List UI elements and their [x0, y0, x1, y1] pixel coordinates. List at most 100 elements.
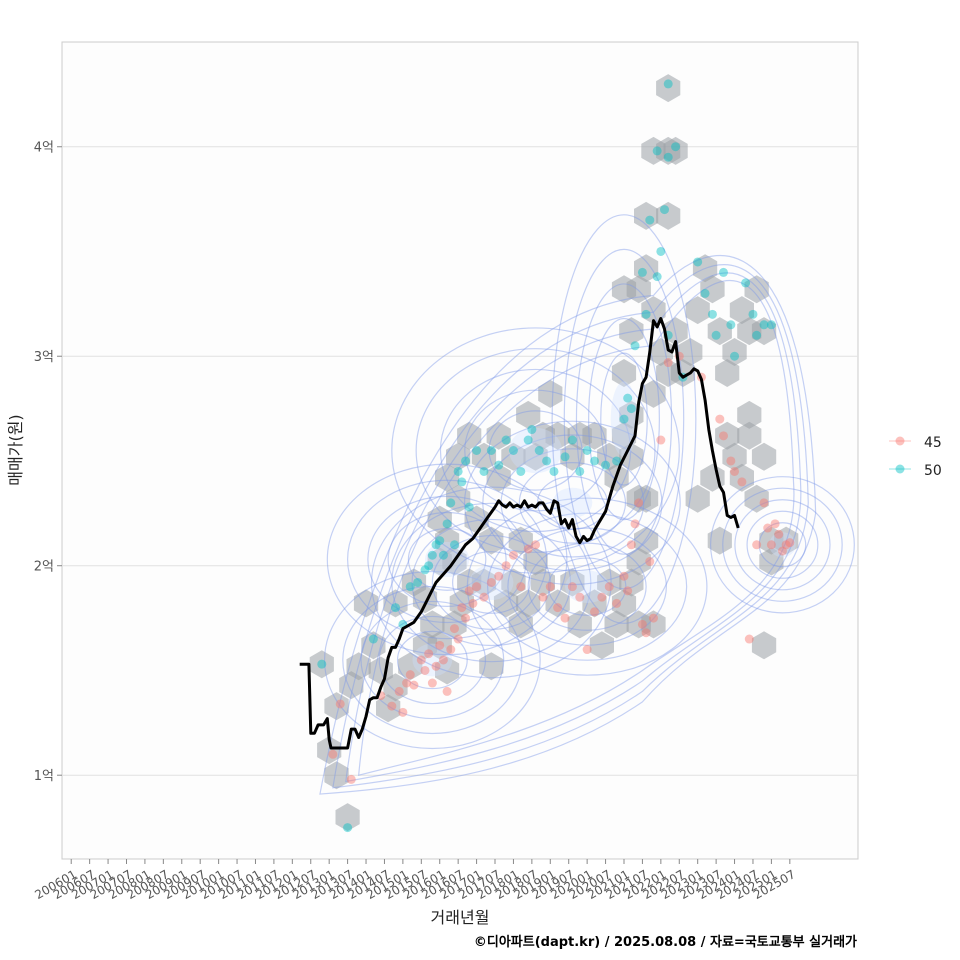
hexbin	[670, 359, 696, 387]
point-45	[438, 655, 448, 665]
point-50	[711, 330, 721, 340]
point-45	[567, 582, 577, 592]
point-45	[457, 603, 467, 613]
hexbin	[722, 338, 747, 366]
point-45	[715, 414, 725, 424]
y-tick-label: 3억	[34, 350, 54, 365]
density-core	[509, 427, 563, 474]
point-45	[663, 358, 673, 368]
point-45	[774, 529, 784, 539]
point-45	[604, 582, 614, 592]
point-50	[508, 446, 518, 455]
point-50	[527, 425, 537, 435]
hexbin	[582, 421, 607, 450]
density-contour	[518, 462, 627, 544]
density-contour	[431, 534, 551, 631]
point-50	[501, 435, 511, 445]
point-45	[759, 498, 769, 508]
x-axis-ticks: 2006012006072007012007072008012008072009…	[32, 859, 798, 902]
point-45	[398, 707, 408, 717]
point-45	[449, 624, 459, 634]
point-50	[663, 152, 673, 162]
point-50	[766, 320, 776, 330]
point-45	[597, 592, 607, 602]
point-45	[560, 613, 570, 623]
point-45	[464, 586, 474, 596]
density-contour	[452, 551, 531, 614]
density-core	[565, 570, 610, 604]
hexbin	[707, 526, 732, 555]
density-contour	[551, 214, 697, 624]
hexbin	[751, 631, 777, 660]
density-contour	[575, 283, 673, 555]
density-contour	[391, 502, 592, 663]
hexbin	[376, 694, 401, 723]
hexbin	[383, 673, 408, 702]
hexbin	[442, 610, 467, 639]
point-45	[405, 670, 415, 680]
density-contour	[600, 352, 648, 486]
hexbin	[508, 526, 533, 555]
hexbin	[737, 400, 762, 429]
hexbin	[737, 421, 762, 450]
point-45	[335, 699, 345, 709]
hexbin	[435, 656, 460, 685]
density-contour	[464, 420, 681, 586]
hexbin	[538, 379, 563, 408]
density-contour	[367, 495, 527, 624]
hexbin	[361, 631, 386, 660]
point-50	[637, 267, 647, 277]
point-50	[626, 404, 636, 414]
point-45	[516, 582, 526, 592]
hexbin	[589, 631, 614, 660]
point-50	[420, 565, 430, 575]
point-50	[549, 466, 559, 476]
point-45	[641, 628, 651, 638]
hexbin	[715, 421, 740, 450]
hexbin	[641, 379, 666, 408]
hexbin	[751, 317, 777, 346]
hexbin	[471, 568, 497, 597]
point-50	[486, 446, 496, 455]
point-50	[534, 446, 544, 455]
point-45	[420, 665, 430, 675]
density-contour	[396, 630, 468, 690]
point-45	[623, 586, 633, 596]
point-50	[645, 215, 655, 225]
point-50	[461, 456, 471, 466]
density-contour	[487, 512, 688, 661]
point-50	[449, 540, 459, 550]
density-contour	[323, 570, 541, 750]
hexbin	[427, 631, 452, 660]
hexbin	[597, 442, 622, 471]
point-45	[424, 649, 434, 659]
density-contour	[464, 389, 607, 512]
density-contour-outer	[319, 254, 817, 795]
point-50	[542, 456, 552, 466]
point-45	[431, 661, 441, 671]
point-50	[413, 577, 423, 587]
hexbin	[656, 201, 681, 230]
density-contour	[527, 542, 647, 631]
point-50	[612, 456, 622, 466]
trend-line	[299, 317, 740, 750]
hexbin	[427, 505, 452, 534]
point-50	[652, 272, 662, 282]
point-50	[567, 435, 577, 445]
point-50	[652, 146, 662, 156]
density-contour	[439, 368, 632, 533]
hexbin	[685, 296, 710, 325]
point-45	[508, 550, 518, 560]
point-50	[523, 435, 533, 445]
hexbin	[604, 610, 629, 639]
hexbin	[486, 421, 511, 450]
hexbin	[508, 610, 533, 639]
density-contour	[563, 248, 685, 590]
point-50	[601, 460, 611, 470]
density-contour	[482, 434, 663, 572]
hexbin	[619, 442, 644, 471]
density-contour	[758, 522, 807, 568]
point-45	[453, 634, 463, 644]
point-50	[730, 351, 740, 361]
hexbin	[545, 589, 570, 618]
